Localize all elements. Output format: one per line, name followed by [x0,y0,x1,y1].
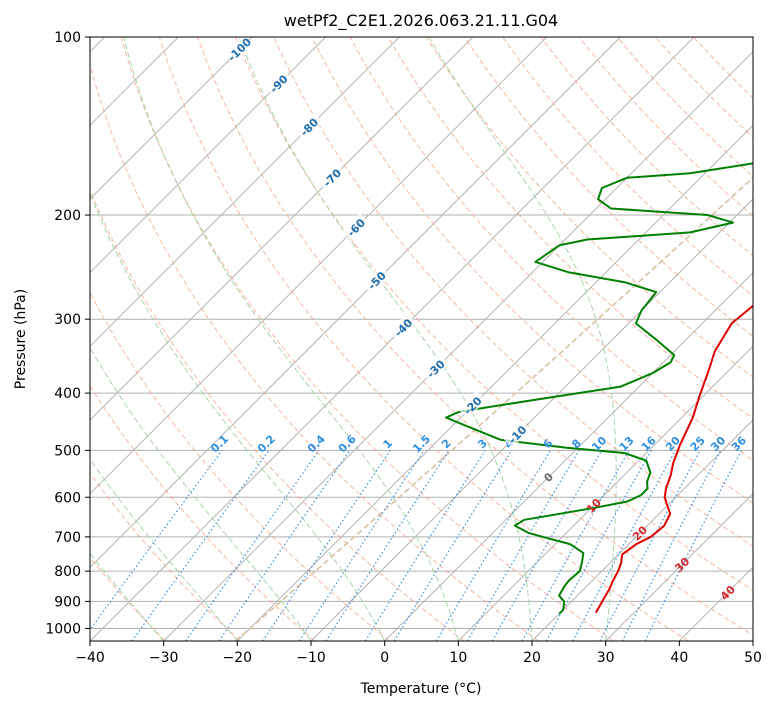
x-tick-label: −40 [75,650,105,666]
y-tick-label: 500 [54,443,81,459]
y-tick-label: 200 [54,208,81,224]
y-tick-label: 1000 [45,621,81,637]
x-tick-label: 40 [670,650,688,666]
x-tick-label: 50 [744,650,762,666]
y-tick-label: 600 [54,490,81,506]
y-tick-label: 300 [54,312,81,328]
x-tick-label: 0 [380,650,389,666]
x-tick-label: −30 [149,650,179,666]
y-tick-label: 800 [54,564,81,580]
x-tick-label: 20 [523,650,541,666]
chart-title: wetPf2_C2E1.2026.063.21.11.G04 [284,11,558,31]
x-tick-label: −20 [223,650,253,666]
y-tick-label: 900 [54,594,81,610]
y-axis-label: Pressure (hPa) [13,289,29,389]
x-tick-label: −10 [296,650,326,666]
y-tick-label: 400 [54,386,81,402]
y-tick-label: 100 [54,30,81,46]
y-tick-label: 700 [54,530,81,546]
x-tick-label: 30 [597,650,615,666]
x-tick-label: 10 [449,650,467,666]
x-axis-label: Temperature (°C) [360,681,482,697]
